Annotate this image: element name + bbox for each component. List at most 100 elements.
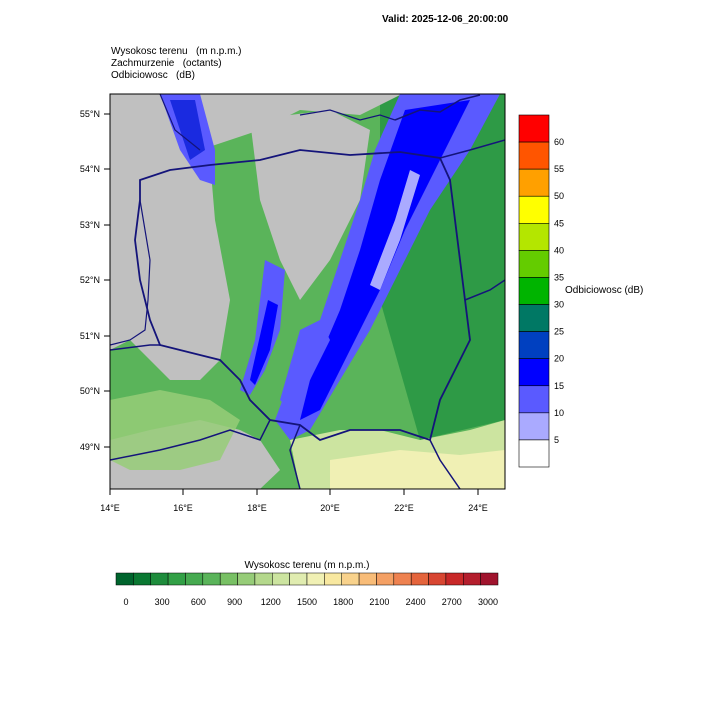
- reflectivity-colorbar: 60 55 50 45 40 35 30 25 20 15 10 5: [518, 114, 564, 468]
- precip-band-center: [280, 320, 330, 410]
- reflectivity-label: 15: [554, 381, 564, 391]
- reflectivity-bar-title: Odbiciowosc (dB): [565, 285, 643, 296]
- reflectivity-swatch: [518, 277, 550, 305]
- terrain-label: 2400: [406, 597, 426, 607]
- reflectivity-label: 35: [554, 272, 564, 282]
- reflectivity-swatch: [518, 223, 550, 251]
- precip-core-northwest: [170, 100, 205, 160]
- reflectivity-label: 50: [554, 191, 564, 201]
- terrain-swatch: [150, 572, 169, 586]
- border-slovakia: [289, 424, 301, 489]
- terrain-swatch: [306, 572, 325, 586]
- reflectivity-label: 20: [554, 354, 564, 364]
- lon-label: 24°E: [468, 503, 488, 513]
- terrain-label: 600: [191, 597, 206, 607]
- terrain-swatch: [358, 572, 377, 586]
- terrain-swatch: [428, 572, 447, 586]
- terrain-swatch: [237, 572, 256, 586]
- terrain-high: [330, 450, 505, 489]
- terrain-label: 1200: [261, 597, 281, 607]
- border-ukraine: [429, 439, 461, 489]
- lat-label: 53°N: [80, 220, 100, 230]
- lat-label: 49°N: [80, 442, 100, 452]
- terrain-swatch: [410, 572, 429, 586]
- terrain-label: 3000: [478, 597, 498, 607]
- terrain-swatch: [254, 572, 273, 586]
- reflectivity-swatch: [518, 304, 550, 332]
- border-germany: [110, 199, 151, 346]
- terrain-swatch: [341, 572, 360, 586]
- border-belarus: [464, 279, 505, 301]
- lon-label: 14°E: [100, 503, 120, 513]
- reflectivity-swatch: [518, 385, 550, 414]
- field-list: Wysokosc terenu (m n.p.m.) Zachmurzenie …: [111, 46, 242, 82]
- lat-label: 54°N: [80, 164, 100, 174]
- terrain-swatch: [324, 572, 342, 586]
- valid-time: Valid: 2025-12-06_20:00:00: [382, 14, 509, 25]
- reflectivity-label: 40: [554, 245, 564, 255]
- terrain-label: 1500: [297, 597, 317, 607]
- coastline-sweden: [159, 94, 201, 151]
- map-area: [110, 94, 505, 489]
- terrain-label: 300: [155, 597, 170, 607]
- terrain-swatch: [393, 572, 412, 586]
- lon-label: 18°E: [247, 503, 267, 513]
- terrain-swatch: [219, 572, 238, 586]
- map-frame: [109, 93, 506, 490]
- terrain-label: 0: [123, 597, 128, 607]
- reflectivity-swatch: [518, 358, 550, 387]
- reflectivity-label: 30: [554, 300, 564, 310]
- lat-label: 51°N: [80, 331, 100, 341]
- terrain-swatch: [376, 572, 395, 586]
- terrain-swatch: [272, 572, 290, 586]
- lat-label: 55°N: [80, 109, 100, 119]
- terrain-swatch: [133, 572, 151, 586]
- reflectivity-swatch: [518, 195, 550, 224]
- reflectivity-label: 25: [554, 327, 564, 337]
- terrain-label: 2700: [442, 597, 462, 607]
- precip-gap: [370, 170, 420, 290]
- field-line-reflectivity: Odbiciowosc (dB): [111, 70, 195, 81]
- reflectivity-swatch: [518, 168, 550, 197]
- coastline-baltic: [299, 109, 396, 121]
- field-line-terrain: Wysokosc terenu (m n.p.m.): [111, 46, 242, 57]
- terrain-swatch: [445, 572, 464, 586]
- terrain-swatch: [202, 572, 221, 586]
- border-lithuania: [439, 139, 505, 159]
- terrain-swatch: [463, 572, 481, 586]
- terrain-colorbar: 0 300 600 900 1200 1500 1800 2100 2400 2700 3000: [115, 572, 499, 607]
- terrain-swatch: [185, 572, 204, 586]
- terrain-label: 1800: [333, 597, 353, 607]
- reflectivity-label: 10: [554, 408, 564, 418]
- border-poland: [134, 149, 471, 442]
- terrain-hills-sw: [110, 390, 240, 470]
- reflectivity-swatch: [518, 141, 550, 170]
- coastline-baltic-east: [394, 94, 481, 121]
- reflectivity-swatch: [518, 114, 550, 143]
- terrain-label: 2100: [369, 597, 389, 607]
- lon-label: 16°E: [173, 503, 193, 513]
- border-czech-south: [110, 379, 271, 461]
- reflectivity-swatch: [518, 439, 550, 468]
- reflectivity-label: 5: [554, 435, 559, 445]
- terrain-swatch: [289, 572, 308, 586]
- lat-label: 50°N: [80, 386, 100, 396]
- field-line-cloud: Zachmurzenie (octants): [111, 58, 222, 69]
- terrain-label: 900: [227, 597, 242, 607]
- reflectivity-label: 45: [554, 218, 564, 228]
- reflectivity-label: 55: [554, 164, 564, 174]
- reflectivity-label: 60: [554, 137, 564, 147]
- reflectivity-swatch: [518, 331, 550, 359]
- terrain-bar-title: Wysokosc terenu (m n.p.m.): [245, 560, 370, 571]
- lon-label: 22°E: [394, 503, 414, 513]
- lon-label: 20°E: [320, 503, 340, 513]
- terrain-swatch: [167, 572, 186, 586]
- terrain-swatch: [480, 572, 499, 586]
- reflectivity-swatch: [518, 412, 550, 441]
- precip-core-west: [250, 300, 278, 385]
- terrain-swatch: [115, 572, 134, 586]
- map-ticks: 55°N 54°N 53°N 52°N 51°N 50°N 49°N 14°E 16°E 18°E…: [80, 109, 488, 513]
- border-germany-czech: [110, 344, 160, 351]
- cloud-north: [250, 110, 370, 300]
